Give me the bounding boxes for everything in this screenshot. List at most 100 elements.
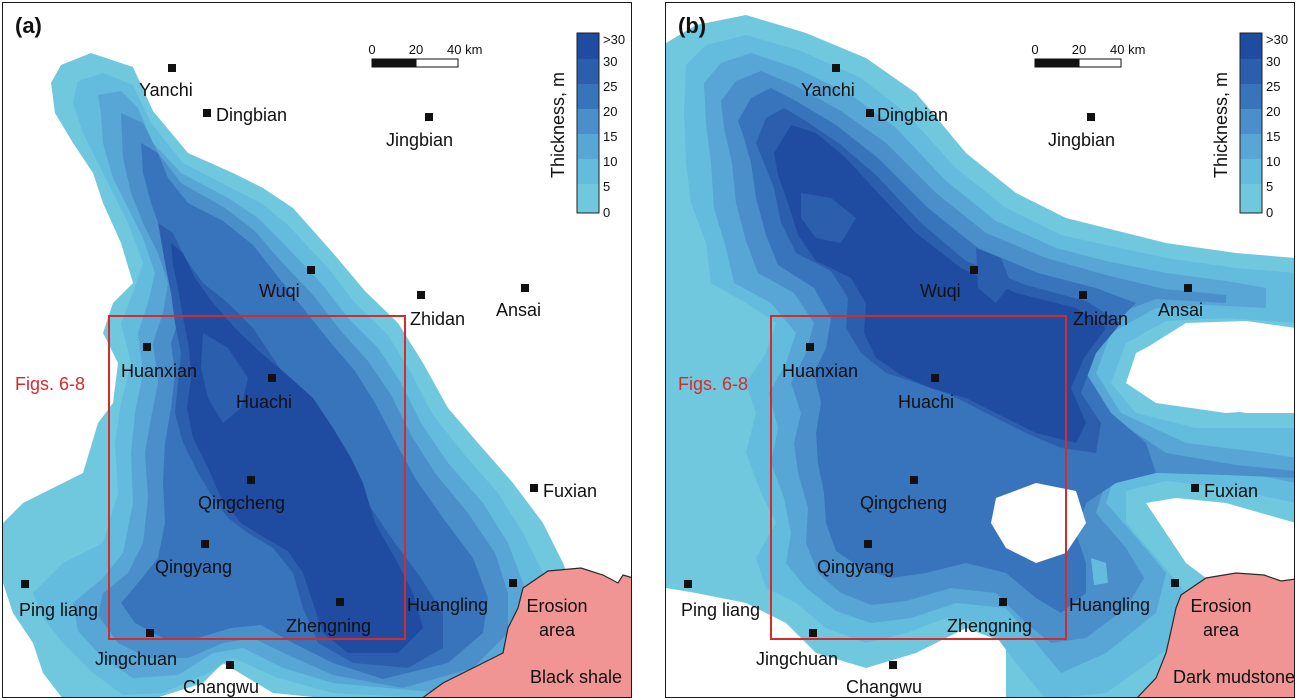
scale-tick: 40 km: [1110, 42, 1145, 57]
legend-swatch: [577, 184, 599, 213]
scale-tick: 20: [409, 42, 423, 57]
city-marker: [1191, 484, 1199, 492]
city-label: Jingchuan: [756, 649, 838, 669]
legend-tick: 25: [1266, 79, 1280, 94]
city-label: Ansai: [496, 300, 541, 320]
city-label: Qingyang: [817, 557, 894, 577]
city-label: Ansai: [1158, 300, 1203, 320]
city-label: Zhengning: [286, 616, 371, 636]
study-area-box: [108, 315, 406, 640]
legend-swatch: [1240, 59, 1262, 84]
city-label: Ping liang: [19, 600, 98, 620]
city-marker: [425, 113, 433, 121]
scale-tick: 0: [368, 42, 375, 57]
legend-swatch: [577, 33, 599, 59]
city-label: Huachi: [898, 392, 954, 412]
city-marker: [806, 343, 814, 351]
contour-inner: [976, 248, 1011, 303]
city-label: Huanxian: [121, 361, 197, 381]
legend-tick: 20: [603, 104, 617, 119]
city-marker: [146, 629, 154, 637]
city-label: Jingchuan: [95, 649, 177, 669]
city-marker: [143, 343, 151, 351]
city-label: Qingyang: [155, 557, 232, 577]
city-label: Zhidan: [1073, 309, 1128, 329]
city-marker: [931, 374, 939, 382]
city-marker: [247, 476, 255, 484]
lithology-label: Dark mudstone: [1173, 667, 1295, 687]
city-marker: [226, 661, 234, 669]
city-markers: Yanchi Dingbian Jingbian Wuqi Zhidan Ans…: [19, 64, 597, 697]
city-marker: [168, 64, 176, 72]
legend-tick: 5: [1266, 179, 1273, 194]
contour-inner: [433, 563, 461, 615]
city-marker: [530, 484, 538, 492]
contour-inner: [801, 193, 856, 243]
panel-label: (a): [15, 13, 42, 38]
legend-tick: >30: [1266, 32, 1288, 47]
city-marker: [1184, 284, 1192, 292]
legend-tick: >30: [603, 32, 625, 47]
city-marker: [910, 476, 918, 484]
legend-tick: 10: [1266, 154, 1280, 169]
contour-30: [774, 125, 1106, 443]
legend-tick: 0: [1266, 205, 1273, 220]
scale-tick: 0: [1031, 42, 1038, 57]
contour-inner: [1091, 558, 1108, 585]
study-area-box: [770, 315, 1067, 640]
scale-tick: 20: [1072, 42, 1086, 57]
legend-swatch: [577, 159, 599, 184]
legend-swatch: [1240, 33, 1262, 59]
legend-swatch: [577, 134, 599, 159]
legend-tick: 25: [603, 79, 617, 94]
city-label: Yanchi: [801, 80, 855, 100]
city-marker: [684, 580, 692, 588]
erosion-area: [422, 567, 631, 697]
city-marker: [832, 64, 840, 72]
erosion-area-label: area: [539, 620, 576, 640]
legend-tick: 10: [603, 154, 617, 169]
legend-swatch: [1240, 159, 1262, 184]
city-label: Qingcheng: [198, 493, 285, 513]
city-marker: [417, 291, 425, 299]
erosion-area: [1137, 572, 1294, 697]
city-label: Qingcheng: [860, 493, 947, 513]
blank-area: [991, 483, 1086, 563]
erosion-area-label: Erosion: [1190, 596, 1251, 616]
contour-30: [171, 243, 423, 653]
city-marker: [1079, 291, 1087, 299]
map-panel-b: (b) 0 20 40 km >30 30 25 20 15 10 5 0 Th…: [665, 2, 1295, 698]
scale-tick: 40 km: [447, 42, 482, 57]
legend-tick: 20: [1266, 104, 1280, 119]
city-label: Wuqi: [920, 281, 961, 301]
legend-swatch: [577, 59, 599, 84]
city-marker: [307, 266, 315, 274]
city-label: Fuxian: [1204, 481, 1258, 501]
city-label: Dingbian: [216, 105, 287, 125]
city-label: Wuqi: [259, 281, 300, 301]
city-label: Changwu: [183, 677, 259, 697]
city-label: Huanxian: [782, 361, 858, 381]
city-marker: [970, 266, 978, 274]
city-marker: [999, 598, 1007, 606]
legend-tick: 15: [603, 129, 617, 144]
lithology-label: Black shale: [530, 667, 622, 687]
city-label: Changwu: [846, 677, 922, 697]
thickness-legend: >30 30 25 20 15 10 5 0 Thickness, m: [548, 32, 625, 220]
scale-bar: 0 20 40 km: [368, 42, 482, 68]
city-markers: Yanchi Dingbian Jingbian Wuqi Zhidan Ans…: [681, 64, 1258, 697]
legend-tick: 5: [603, 179, 610, 194]
map-panel-a: (a) 0 20 40 km >30 30 25 20 15 10 5 0 Th…: [2, 2, 632, 698]
city-label: Jingbian: [1048, 130, 1115, 150]
city-marker: [809, 629, 817, 637]
city-label: Huachi: [236, 392, 292, 412]
legend-title: Thickness, m: [548, 72, 568, 178]
scale-bar: 0 20 40 km: [1031, 42, 1145, 68]
city-marker: [866, 109, 874, 117]
legend-title: Thickness, m: [1211, 72, 1231, 178]
blank-area: [1146, 321, 1294, 413]
erosion-area-label: area: [1203, 620, 1240, 640]
city-label: Ping liang: [681, 600, 760, 620]
city-marker: [889, 661, 897, 669]
legend-swatch: [1240, 184, 1262, 213]
